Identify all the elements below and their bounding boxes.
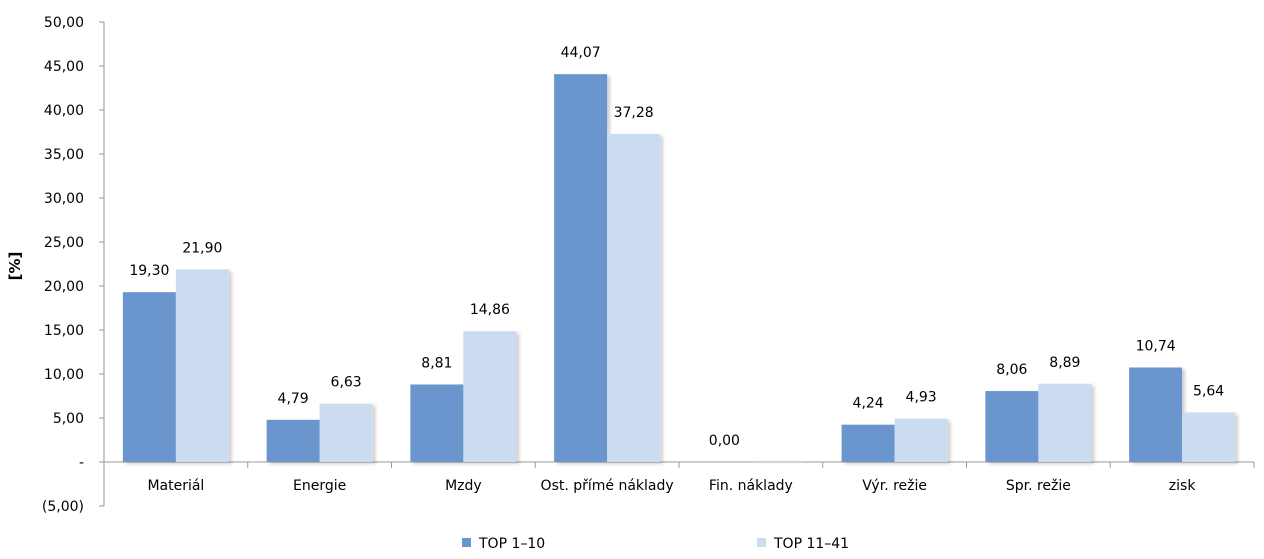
bar — [750, 462, 804, 463]
y-tick-label: 40,00 — [44, 103, 84, 119]
bars — [122, 74, 1236, 463]
bar — [1038, 383, 1092, 462]
data-label: 6,63 — [331, 375, 362, 391]
x-tick-label: Mzdy — [445, 478, 482, 494]
bar — [122, 292, 176, 462]
bar — [410, 384, 464, 462]
bar — [266, 419, 320, 462]
y-tick-label: 20,00 — [44, 279, 84, 295]
legend-swatch — [462, 538, 471, 547]
y-axis-title: [%] — [6, 252, 24, 281]
y-tick-label: 10,00 — [44, 367, 84, 383]
bar — [1129, 367, 1183, 462]
y-tick-label: 50,00 — [44, 15, 84, 31]
data-label: 5,64 — [1193, 383, 1224, 399]
legend-swatch — [757, 538, 766, 547]
data-label: 21,90 — [182, 240, 222, 256]
bar — [319, 403, 373, 462]
data-label: 44,07 — [561, 45, 601, 61]
data-label: 8,81 — [421, 355, 452, 371]
y-tick-label: 30,00 — [44, 191, 84, 207]
data-label: 4,24 — [853, 396, 884, 412]
x-tick-label: Ost. přímé náklady — [541, 478, 674, 494]
y-tick-label: - — [79, 455, 84, 471]
bar — [985, 391, 1039, 462]
x-tick-label: Fin. náklady — [709, 478, 793, 494]
x-tick-label: Výr. režie — [862, 478, 927, 494]
axes: (5,00) - 5,00 10,00 15,00 20,00 25,00 30,00 35,0… — [42, 15, 1255, 515]
data-label: 10,74 — [1136, 338, 1176, 354]
bar — [554, 74, 608, 463]
x-tick-label: zisk — [1169, 478, 1197, 494]
data-labels: 19,30 4,79 8,81 44,07 0,00 4,24 8,06 10,74 21,90… — [129, 45, 1224, 449]
data-label: 19,30 — [129, 263, 169, 279]
x-tick-label: Materiál — [147, 478, 204, 494]
y-tick-label: 15,00 — [44, 323, 84, 339]
data-label: 0,00 — [709, 433, 740, 449]
bar — [894, 418, 948, 462]
y-tick-label: 45,00 — [44, 59, 84, 75]
bar — [841, 424, 895, 462]
x-tick-label: Spr. režie — [1006, 478, 1071, 494]
y-tick-label: 35,00 — [44, 147, 84, 163]
bar — [175, 269, 229, 462]
data-label: 8,06 — [996, 362, 1027, 378]
legend-label: TOP 11–41 — [773, 536, 849, 552]
bar — [607, 133, 661, 462]
legend: TOP 1–10 TOP 11–41 — [462, 536, 849, 552]
y-tick-label: 5,00 — [53, 411, 84, 427]
data-label: 8,89 — [1049, 355, 1080, 371]
y-tick-label: 25,00 — [44, 235, 84, 251]
legend-label: TOP 1–10 — [478, 536, 545, 552]
data-label: 4,79 — [278, 391, 309, 407]
data-label: 4,93 — [906, 390, 937, 406]
x-tick-label: Energie — [293, 478, 346, 494]
y-tick-label: (5,00) — [42, 499, 84, 515]
data-label: 37,28 — [614, 105, 654, 121]
bar — [1182, 412, 1236, 462]
bar — [463, 331, 517, 462]
data-label: 14,86 — [470, 302, 510, 318]
